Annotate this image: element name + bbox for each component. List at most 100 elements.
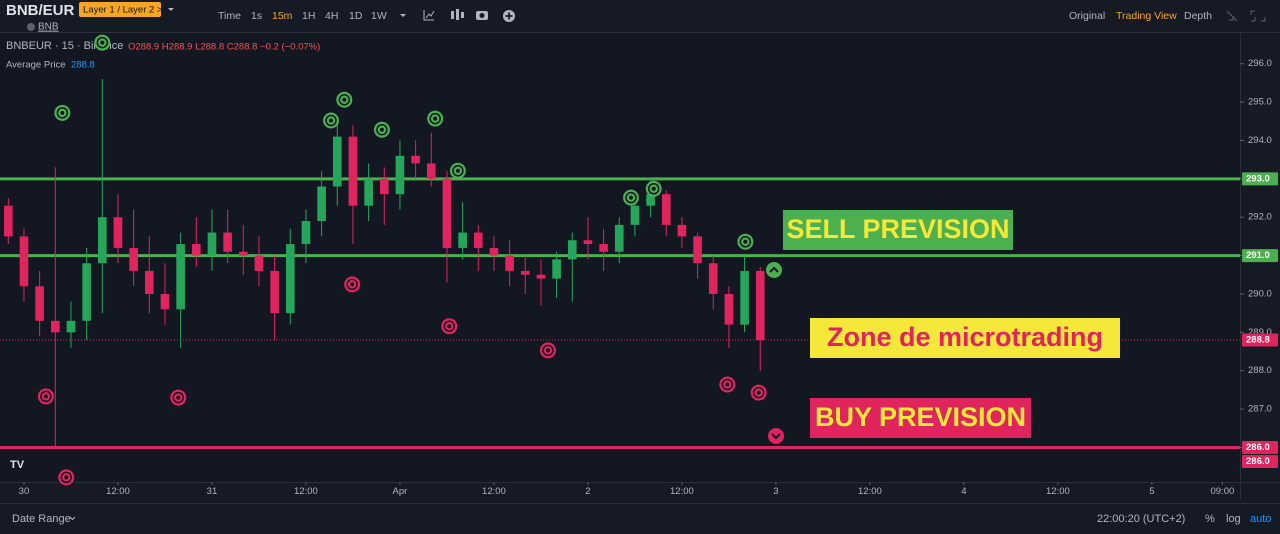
signal-dot [60, 110, 65, 115]
price-label: 286.0 [1246, 442, 1270, 453]
signal-dot [756, 390, 761, 395]
signal-ring [376, 123, 388, 136]
candle-body [505, 255, 514, 271]
candle-body [426, 163, 436, 179]
timeframe[interactable]: Time [218, 10, 241, 22]
down-chevron [771, 433, 781, 440]
timeframe[interactable]: 15m [272, 10, 293, 22]
candle-body [661, 194, 671, 225]
layer-badge[interactable] [79, 2, 161, 17]
dropdown-icon[interactable] [69, 516, 76, 521]
signal-dot [455, 168, 460, 173]
up-arrow-icon [766, 262, 782, 278]
signal-ring [325, 114, 337, 127]
views: Original Trading View Depth [1069, 10, 1212, 22]
signal-ring [96, 36, 109, 49]
signal-dot [379, 127, 384, 132]
avg-value: 288.8 [71, 60, 95, 71]
base-asset[interactable]: BNB [38, 22, 59, 33]
x-tick-label: 12:00 [1046, 486, 1070, 497]
percent-toggle[interactable]: % [1205, 513, 1215, 525]
x-tick-label: 12:00 [106, 486, 130, 497]
candle-body [646, 194, 655, 206]
candle-body [614, 224, 624, 252]
signal-dot [433, 116, 438, 121]
add-plus [505, 12, 513, 20]
collapse-icon[interactable] [1226, 10, 1238, 22]
candle-body [113, 217, 123, 248]
plot-area [0, 33, 1240, 482]
candle-body [317, 186, 326, 222]
candle-body [144, 270, 154, 294]
candle-body [630, 205, 640, 225]
clock: 22:00:20 (UTC+2) [1097, 513, 1185, 525]
candle-body [35, 286, 44, 321]
candle-body [223, 232, 232, 252]
candle-body [66, 320, 76, 333]
y-tick-label: 290.0 [1248, 288, 1272, 299]
log-toggle[interactable]: log [1226, 513, 1241, 525]
y-tick-label: 296.0 [1248, 58, 1272, 69]
dropdown-icon[interactable] [400, 14, 406, 17]
view-option[interactable]: Trading View [1116, 10, 1177, 22]
indicator-icon[interactable] [423, 10, 435, 21]
candle-body [254, 255, 264, 271]
signal-ring [647, 183, 660, 195]
price-label: 291.0 [1246, 250, 1270, 261]
timeframe[interactable]: 1D [349, 10, 363, 22]
candle-body [599, 244, 608, 252]
price-label-bg [1242, 172, 1278, 186]
annotation-box [810, 318, 1120, 358]
timeframe[interactable]: 4H [325, 10, 338, 22]
candle-icon[interactable] [461, 12, 464, 18]
signal-dot [342, 97, 347, 102]
candle-body [160, 293, 170, 310]
signal-ring [338, 94, 351, 106]
timeframe[interactable]: 1H [302, 10, 315, 22]
candle-body [19, 236, 29, 287]
candle-body [50, 320, 60, 333]
x-tick-label: 12:00 [670, 486, 694, 497]
candle-icon[interactable] [451, 11, 454, 19]
candle-body [724, 293, 734, 325]
view-option[interactable]: Depth [1184, 10, 1212, 22]
candle-body [129, 247, 138, 271]
candle-body [755, 270, 765, 341]
logo-bg [6, 455, 30, 473]
dropdown-icon[interactable] [168, 8, 174, 11]
x-tick-label: 2 [585, 486, 590, 497]
candle-body [536, 274, 546, 279]
x-tick-label: 3 [773, 486, 778, 497]
price-label-bg [1242, 454, 1278, 468]
timeframe[interactable]: 1s [251, 10, 262, 22]
signal-ring [429, 112, 441, 125]
candle-body [567, 240, 577, 260]
signal-ring [752, 386, 765, 399]
x-tick-label: 12:00 [482, 486, 506, 497]
annotation-text: BUY PREVISION [815, 402, 1026, 432]
x-tick-label: 09:00 [1210, 486, 1234, 497]
candle-body [238, 251, 248, 256]
layer-text[interactable]: Layer 1 / Layer 2 > [83, 5, 163, 16]
candle-body [207, 232, 217, 256]
annotation-box [810, 398, 1031, 438]
signal-dot [725, 382, 730, 387]
annotation-text: Zone de microtrading [827, 322, 1103, 352]
candle-body [285, 244, 295, 314]
expand-icon[interactable] [1250, 10, 1266, 22]
timeframe[interactable]: 1W [371, 10, 387, 22]
symbol[interactable]: BNB/EUR [6, 2, 75, 19]
candle-icon[interactable] [456, 9, 459, 20]
auto-toggle[interactable]: auto [1250, 513, 1271, 525]
candle-body [520, 270, 530, 275]
signal-dot [629, 195, 634, 200]
signal-dot [651, 186, 656, 191]
candle-body [552, 259, 561, 279]
candle-body [395, 155, 405, 195]
view-option[interactable]: Original [1069, 10, 1105, 22]
date-range[interactable]: Date Range [12, 513, 71, 525]
avg-label: Average Price [6, 60, 66, 71]
y-tick-label: 289.0 [1248, 327, 1272, 338]
signal-dot [743, 239, 748, 244]
price-label: 286.0 [1246, 456, 1270, 467]
